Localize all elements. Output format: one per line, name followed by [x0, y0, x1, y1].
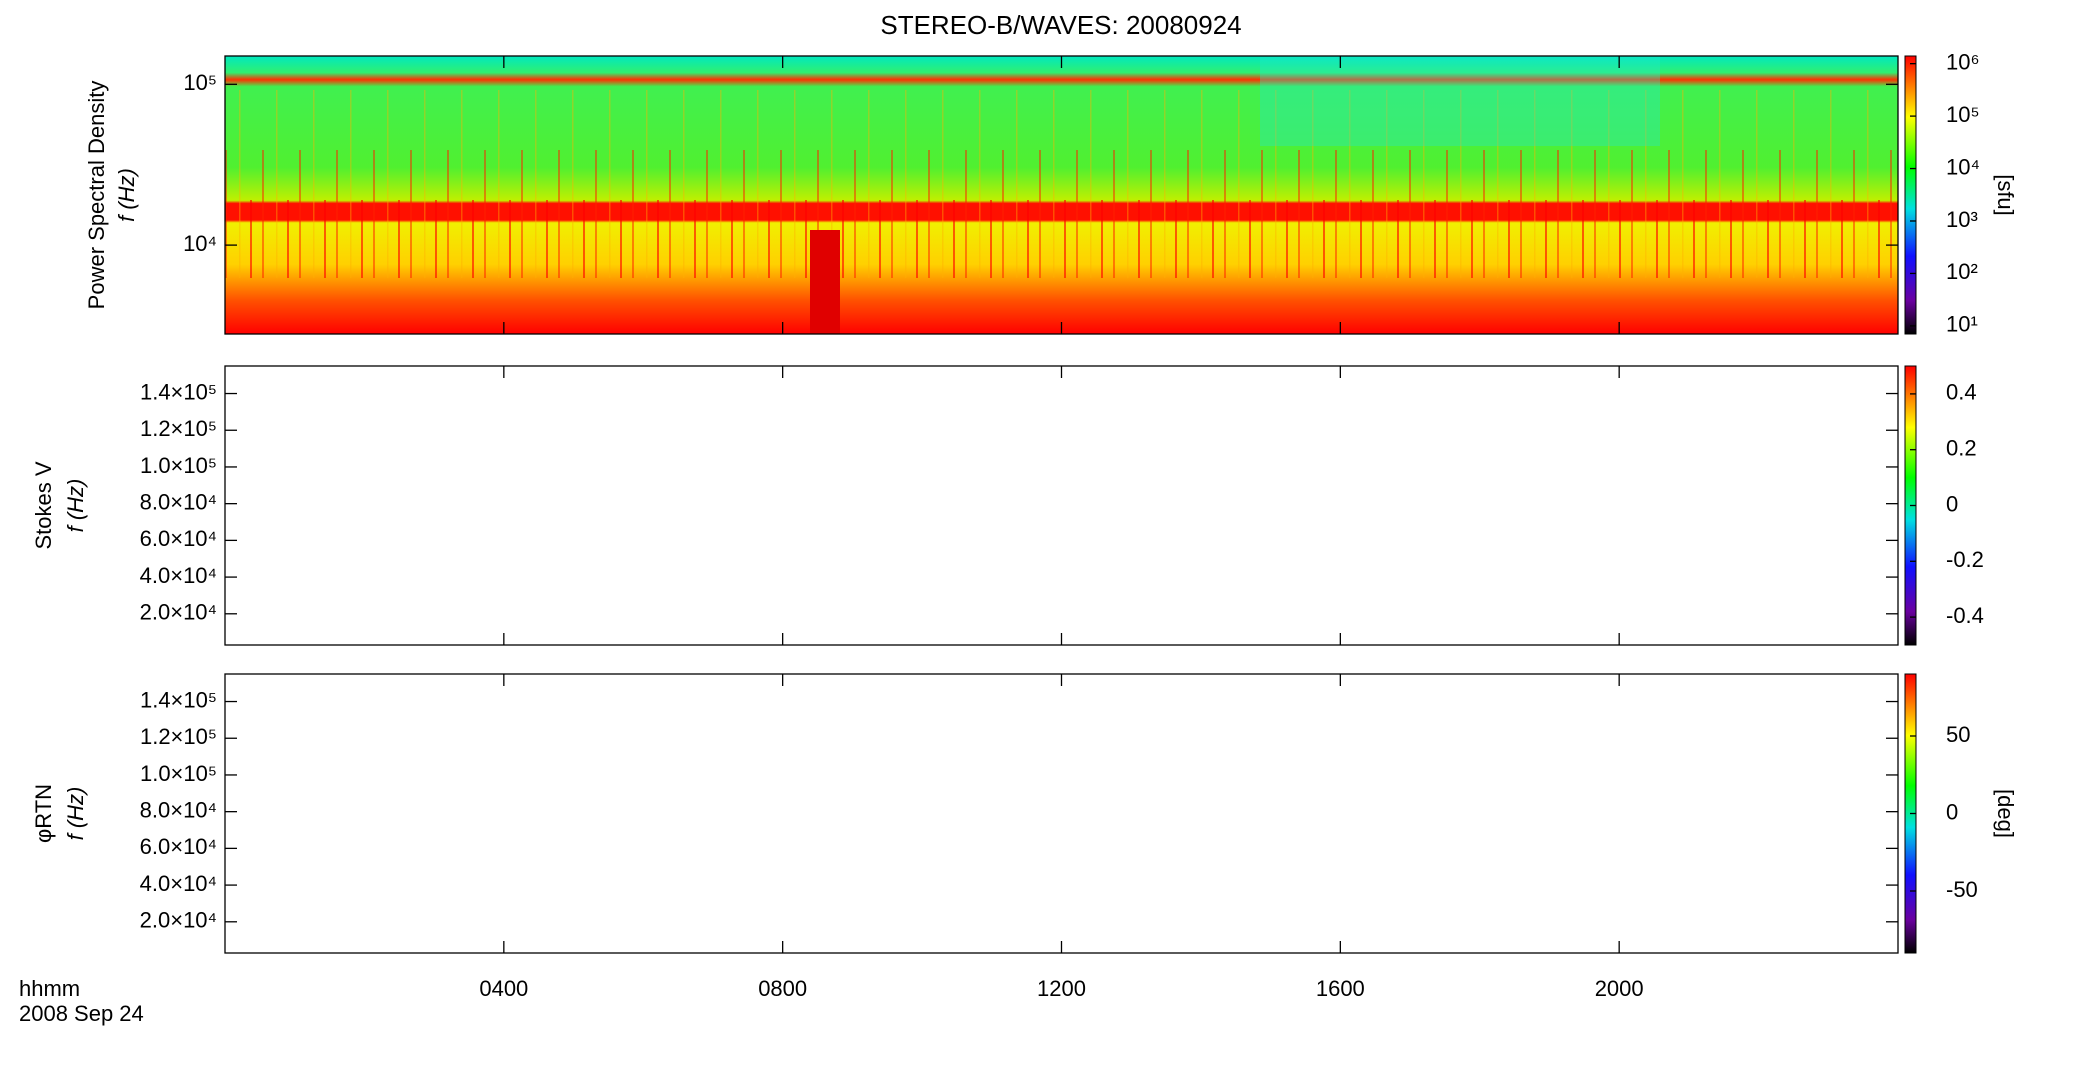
y-tick-label: 2.0×10⁴ [140, 908, 217, 933]
y-axis-label: φRTN [31, 784, 56, 843]
plot-frame [224, 673, 1899, 954]
colorbar-tick-label: 0 [1946, 799, 1958, 824]
y-tick-label: 1.2×10⁵ [140, 416, 217, 441]
x-tick-label: 2000 [1595, 976, 1644, 1001]
y-tick-label: 1.0×10⁵ [140, 453, 217, 478]
colorbar-tick-label: 50 [1946, 722, 1970, 747]
colorbar-tick-label: 10⁴ [1946, 154, 1980, 179]
y-tick-label: 1.2×10⁵ [140, 724, 217, 749]
y-tick-label: 6.0×10⁴ [140, 526, 217, 551]
colorbar-tick-label: 0.2 [1946, 436, 1977, 461]
colorbar-tick-label: 10⁵ [1946, 102, 1980, 127]
y-tick-label: 4.0×10⁴ [140, 563, 217, 588]
colorbar [1904, 55, 1917, 335]
colorbar-tick-label: 0 [1946, 491, 1958, 516]
chart-title: STEREO-B/WAVES: 20080924 [880, 10, 1241, 40]
y-tick-label: 2.0×10⁴ [140, 600, 217, 625]
plot-frame [224, 365, 1899, 646]
x-tick-label: 1600 [1316, 976, 1365, 1001]
y-axis-label: Stokes V [31, 461, 56, 549]
y-axis-label: f (Hz) [114, 168, 139, 222]
y-axis-label: Power Spectral Density [84, 81, 109, 310]
y-tick-label: 8.0×10⁴ [140, 797, 217, 822]
x-tick-label: 0800 [758, 976, 807, 1001]
y-tick-label: 8.0×10⁴ [140, 489, 217, 514]
y-tick-label: 6.0×10⁴ [140, 834, 217, 859]
colorbar-tick-label: -0.4 [1946, 603, 1984, 628]
y-tick-label: 1.4×10⁵ [140, 687, 217, 712]
colorbar-tick-label: 10⁶ [1946, 49, 1980, 74]
colorbar-label: [deg] [1993, 789, 2018, 838]
spectrogram [225, 56, 1898, 334]
x-tick-label: 1200 [1037, 976, 1086, 1001]
y-tick-label: 4.0×10⁴ [140, 871, 217, 896]
y-axis-label: f (Hz) [63, 479, 88, 533]
y-tick-label: 10⁵ [183, 70, 217, 95]
y-axis-label: f (Hz) [63, 787, 88, 841]
x-tick-label: 0400 [479, 976, 528, 1001]
date-label: 2008 Sep 24 [19, 1001, 144, 1026]
colorbar-tick-label: 10² [1946, 259, 1978, 284]
colorbar-tick-label: 10³ [1946, 207, 1978, 232]
x-axis-label: hhmm [19, 976, 80, 1001]
y-tick-label: 10⁴ [183, 231, 217, 256]
y-tick-label: 1.0×10⁵ [140, 761, 217, 786]
colorbar-tick-label: 10¹ [1946, 312, 1978, 337]
colorbar-tick-label: 0.4 [1946, 380, 1977, 405]
colorbar-tick-label: -0.2 [1946, 547, 1984, 572]
colorbar-label: [sfu] [1993, 174, 2018, 216]
y-tick-label: 1.4×10⁵ [140, 379, 217, 404]
colorbar-tick-label: -50 [1946, 877, 1978, 902]
